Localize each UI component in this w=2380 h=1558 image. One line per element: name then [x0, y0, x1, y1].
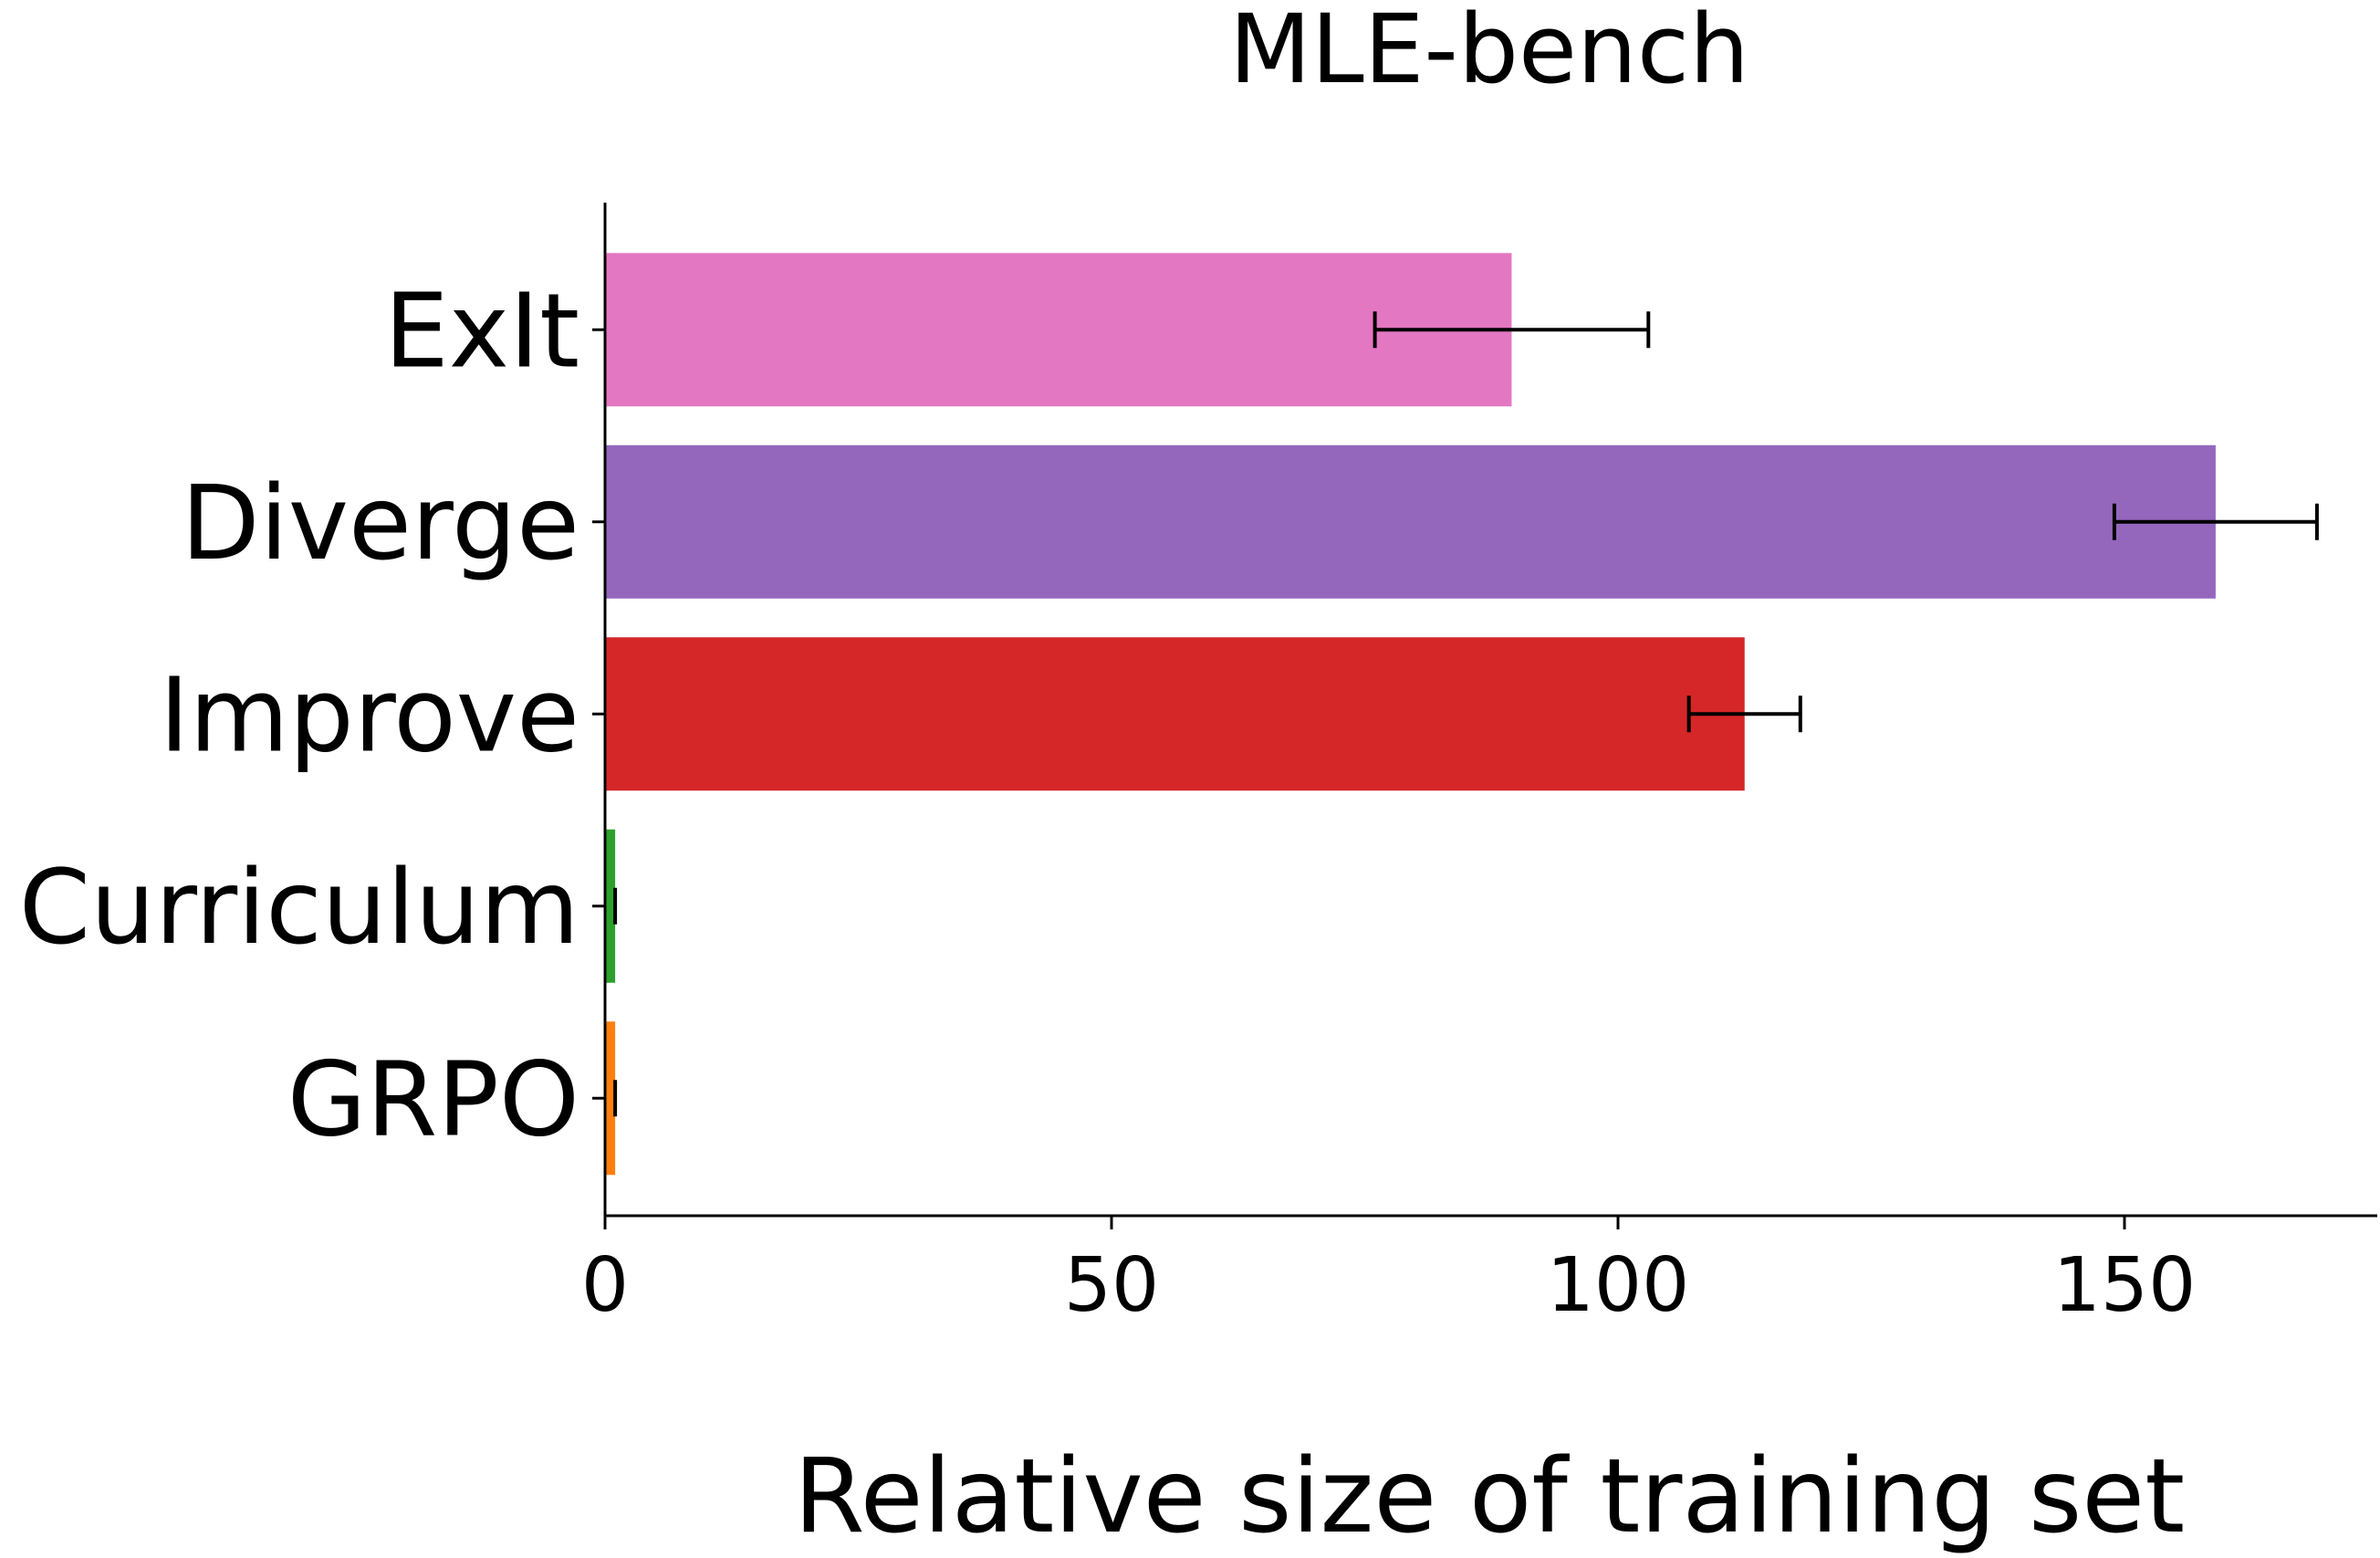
bar-exit — [605, 253, 1512, 407]
y-tick-label-grpo: GRPO — [287, 1040, 579, 1159]
y-tick-label-diverge: Diverge — [181, 465, 579, 583]
x-tick-label-0: 0 — [581, 1242, 629, 1329]
chart-title: MLE-bench — [1229, 0, 1749, 105]
y-tick-label-curriculum: Curriculum — [19, 849, 579, 967]
bar-improve — [605, 637, 1745, 791]
y-tick-label-exit: ExIt — [384, 272, 579, 391]
bar-diverge — [605, 444, 2216, 599]
x-tick-label-150: 150 — [2053, 1242, 2197, 1329]
bar-curriculum — [605, 829, 616, 983]
x-axis-label: Relative size of training set — [794, 1438, 2185, 1556]
y-tick-label-improve: Improve — [159, 656, 579, 775]
x-tick-label-100: 100 — [1547, 1242, 1690, 1329]
x-tick-label-50: 50 — [1064, 1242, 1159, 1329]
bar-grpo — [605, 1021, 616, 1176]
